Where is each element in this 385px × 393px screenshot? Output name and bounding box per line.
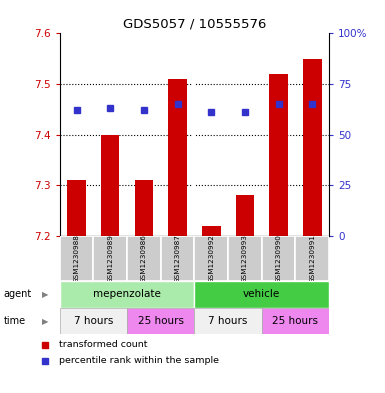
Bar [60, 308, 127, 334]
Text: time: time [4, 316, 26, 326]
Bar [202, 226, 221, 236]
Text: 25 hours: 25 hours [138, 316, 184, 326]
Bar [194, 308, 262, 334]
Bar [127, 308, 194, 334]
Text: mepenzolate: mepenzolate [93, 289, 161, 299]
Bar [228, 236, 262, 281]
Bar [296, 236, 329, 281]
Text: 7 hours: 7 hours [74, 316, 113, 326]
Bar [60, 281, 194, 308]
Text: GSM1230986: GSM1230986 [141, 234, 147, 283]
Bar [194, 236, 228, 281]
Text: GSM1230990: GSM1230990 [276, 234, 282, 283]
Text: 25 hours: 25 hours [273, 316, 318, 326]
Bar [60, 236, 93, 281]
Text: agent: agent [4, 289, 32, 299]
Text: percentile rank within the sample: percentile rank within the sample [59, 356, 219, 365]
Text: GSM1230992: GSM1230992 [208, 234, 214, 283]
Text: transformed count: transformed count [59, 340, 148, 349]
Title: GDS5057 / 10555576: GDS5057 / 10555576 [123, 18, 266, 31]
Text: GSM1230988: GSM1230988 [74, 234, 80, 283]
Bar [67, 180, 86, 236]
Text: 7 hours: 7 hours [208, 316, 248, 326]
Text: GSM1230987: GSM1230987 [174, 234, 181, 283]
Bar [161, 236, 194, 281]
Text: GSM1230991: GSM1230991 [309, 234, 315, 283]
Bar [194, 281, 329, 308]
Text: GSM1230993: GSM1230993 [242, 234, 248, 283]
Bar [262, 308, 329, 334]
Bar [270, 74, 288, 236]
Bar [135, 180, 153, 236]
Bar [101, 134, 119, 236]
Text: vehicle: vehicle [243, 289, 280, 299]
Bar [303, 59, 321, 236]
Text: GSM1230989: GSM1230989 [107, 234, 113, 283]
Bar [236, 195, 254, 236]
Text: ▶: ▶ [42, 317, 48, 325]
Bar [127, 236, 161, 281]
Bar [93, 236, 127, 281]
Text: ▶: ▶ [42, 290, 48, 299]
Bar [168, 79, 187, 236]
Bar [262, 236, 296, 281]
